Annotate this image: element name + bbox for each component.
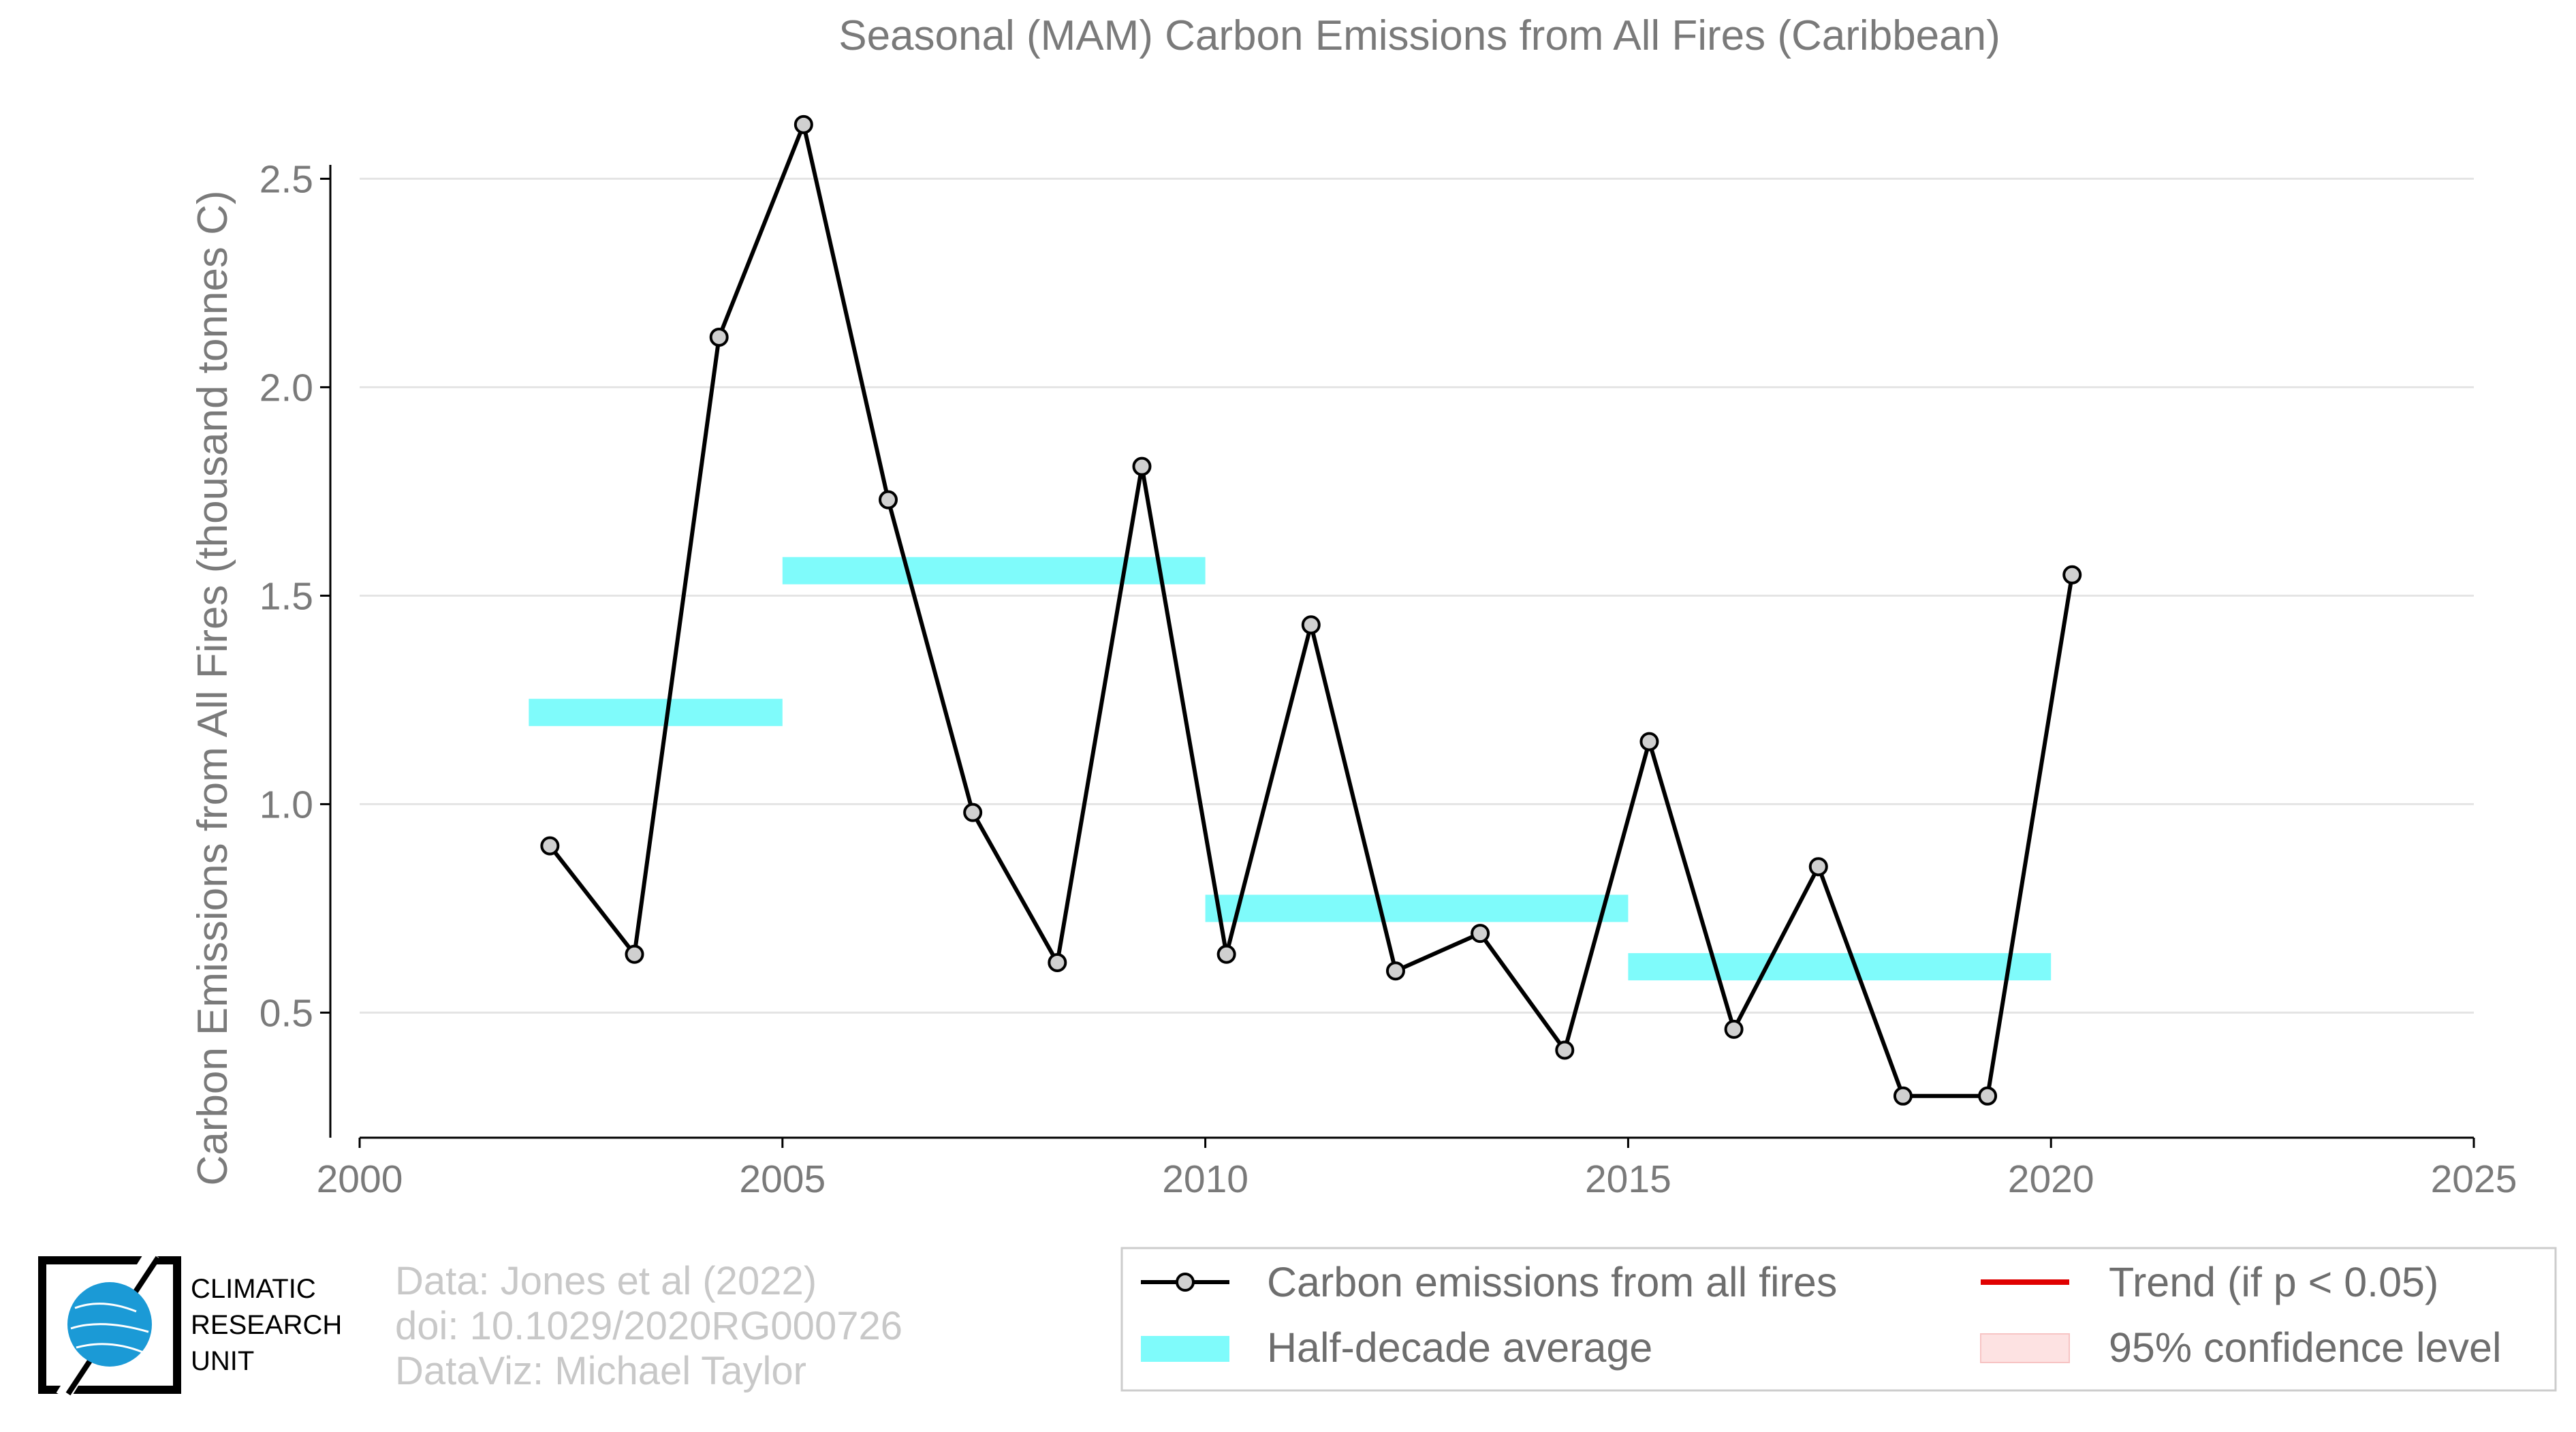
legend-confidence-symbol	[1980, 1333, 2070, 1363]
x-tick-label: 2010	[1162, 1157, 1248, 1201]
logo-text-line3: UNIT	[191, 1346, 254, 1376]
legend: Carbon emissions from all fires Half-dec…	[1120, 1247, 2557, 1392]
credit-dataviz: DataViz: Michael Taylor	[395, 1349, 806, 1393]
data-point	[1724, 1019, 1744, 1039]
y-axis-label: Carbon Emissions from All Fires (thousan…	[189, 190, 236, 1185]
axes	[329, 165, 2474, 1139]
y-ticks: 0.5 1.0 1.5 2.0 2.5	[260, 157, 330, 1035]
emissions-line	[548, 122, 2075, 1098]
legend-band-symbol	[1141, 1336, 1229, 1362]
y-tick-label: 0.5	[260, 991, 313, 1035]
data-point	[1471, 924, 1490, 944]
data-point	[1808, 857, 1828, 877]
data-point	[709, 327, 729, 347]
y-tick-label: 2.5	[260, 157, 313, 201]
x-ticks: 2000 2005 2010 2015 2020 2025	[317, 1138, 2517, 1201]
chart-title: Seasonal (MAM) Carbon Emissions from All…	[838, 12, 2000, 59]
y-tick-label: 1.0	[260, 783, 313, 826]
data-point	[625, 944, 644, 964]
data-point	[879, 490, 898, 510]
data-point	[1216, 944, 1236, 964]
half-decade-average-bars	[529, 557, 2052, 981]
legend-label-trend: Trend (if p < 0.05)	[2109, 1259, 2438, 1305]
legend-frame	[1120, 1247, 2557, 1392]
y-tick-label: 1.5	[260, 574, 313, 618]
logo-text-line1: CLIMATIC	[191, 1274, 316, 1304]
legend-marker-symbol	[1176, 1273, 1195, 1292]
half-decade-average-bar	[1205, 894, 1629, 922]
legend-label-confidence: 95% confidence level	[2109, 1324, 2502, 1371]
x-tick-label: 2020	[2008, 1157, 2094, 1201]
cru-logo: CLIMATIC RESEARCH UNIT	[38, 1249, 342, 1401]
half-decade-average-bar	[1628, 953, 2052, 981]
data-point	[1132, 456, 1152, 476]
gridlines	[360, 177, 2474, 1014]
data-point	[1555, 1040, 1575, 1060]
data-point	[1301, 615, 1321, 635]
half-decade-average-bar	[529, 698, 783, 726]
half-decade-average-bar	[782, 557, 1206, 585]
data-point	[1893, 1086, 1913, 1106]
emissions-series	[540, 114, 2082, 1106]
x-tick-label: 2015	[1585, 1157, 1671, 1201]
data-point	[1978, 1086, 1998, 1106]
x-tick-label: 2025	[2431, 1157, 2517, 1201]
logo-frame	[38, 1256, 181, 1394]
data-point	[794, 114, 813, 134]
data-point	[2062, 565, 2082, 585]
credit-data: Data: Jones et al (2022)	[395, 1259, 817, 1303]
logo-text-line2: RESEARCH	[191, 1310, 342, 1340]
data-point	[1048, 952, 1067, 972]
x-tick-label: 2005	[739, 1157, 826, 1201]
data-point	[540, 836, 560, 856]
y-tick-label: 2.0	[260, 366, 313, 409]
data-point	[1385, 961, 1405, 981]
legend-label-average: Half-decade average	[1267, 1324, 1652, 1371]
x-tick-label: 2000	[317, 1157, 403, 1201]
data-point	[1639, 732, 1659, 751]
legend-label-emissions: Carbon emissions from all fires	[1267, 1259, 1837, 1305]
credit-doi: doi: 10.1029/2020RG000726	[395, 1304, 902, 1348]
globe-lines	[70, 1303, 149, 1354]
data-point	[963, 803, 983, 822]
